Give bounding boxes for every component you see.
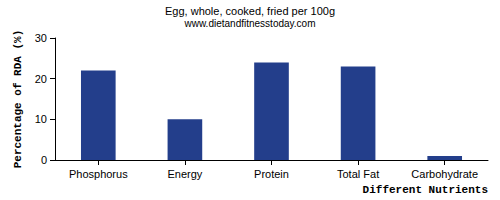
svg-text:Carbohydrate: Carbohydrate — [411, 168, 478, 180]
svg-text:Phosphorus: Phosphorus — [69, 168, 128, 180]
svg-text:Percentage of RDA (%): Percentage of RDA (%) — [12, 30, 24, 169]
svg-text:Different Nutrients: Different Nutrients — [363, 184, 488, 196]
svg-text:0: 0 — [41, 154, 47, 166]
svg-text:30: 30 — [35, 32, 47, 44]
svg-text:www.dietandfitnesstoday.com: www.dietandfitnesstoday.com — [184, 18, 316, 29]
svg-text:Total Fat: Total Fat — [337, 168, 379, 180]
svg-text:20: 20 — [35, 73, 47, 85]
svg-text:Protein: Protein — [254, 168, 289, 180]
svg-text:Energy: Energy — [167, 168, 202, 180]
svg-text:Egg, whole, cooked, fried per: Egg, whole, cooked, fried per 100g — [165, 5, 335, 17]
svg-text:10: 10 — [35, 113, 47, 125]
